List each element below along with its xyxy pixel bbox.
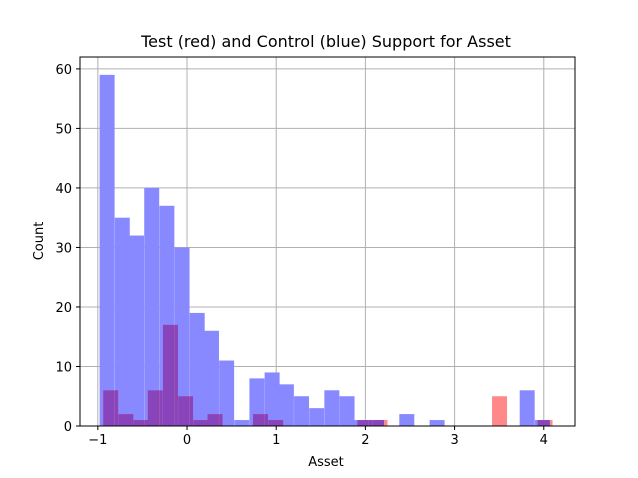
overlap-bar	[207, 414, 219, 426]
histogram-bar	[294, 396, 310, 426]
overlap-bar	[189, 396, 194, 426]
overlap-bar	[144, 420, 149, 426]
y-tick-label: 20	[55, 301, 72, 316]
histogram-bar	[399, 414, 415, 426]
y-tick-label: 60	[55, 63, 72, 78]
histogram-bars	[99, 74, 553, 427]
overlap-bar	[174, 324, 178, 426]
x-tick-label: 4	[540, 433, 548, 448]
overlap-bar	[147, 390, 160, 426]
overlap-bar	[178, 396, 190, 426]
x-tick-label: −1	[88, 433, 107, 448]
overlap-bar	[114, 390, 119, 426]
overlap-bar	[357, 420, 369, 426]
x-tick-label: 0	[183, 433, 191, 448]
histogram-bar	[189, 312, 205, 426]
overlap-bar	[268, 420, 280, 426]
histogram-bar	[429, 420, 445, 426]
histogram-bar	[203, 330, 219, 426]
overlap-bar	[219, 414, 223, 426]
histogram-bar	[309, 408, 325, 426]
histogram-bar	[114, 217, 130, 426]
histogram-bar	[324, 390, 340, 426]
x-axis-ticks: −1 0 1 2 3 4	[88, 426, 548, 448]
control-series	[99, 74, 550, 427]
x-tick-label: 3	[450, 433, 458, 448]
overlap-bar	[193, 420, 205, 426]
plot-frame	[79, 56, 576, 427]
overlap-bar	[203, 420, 209, 426]
overlap-series	[103, 324, 550, 426]
grid-lines	[80, 57, 575, 427]
x-axis-label: Asset	[308, 455, 344, 470]
overlap-bar	[159, 390, 163, 426]
histogram-bar	[264, 372, 280, 426]
y-axis-ticks: 0 10 20 30 40 50 60	[55, 63, 80, 435]
histogram-bar	[144, 187, 160, 426]
histogram-bar	[492, 396, 508, 426]
overlap-bar	[129, 414, 134, 426]
histogram-bar	[339, 396, 355, 426]
histogram-bar	[99, 74, 115, 427]
histogram-bar	[219, 360, 235, 426]
overlap-bar	[133, 420, 145, 426]
chart-title: Test (red) and Control (blue) Support fo…	[140, 32, 511, 51]
y-axis-label: Count	[32, 222, 47, 261]
histogram-bar	[174, 247, 190, 426]
y-tick-label: 10	[55, 360, 72, 375]
overlap-bar	[372, 420, 384, 426]
y-tick-label: 40	[55, 182, 72, 197]
overlap-bar	[162, 324, 175, 426]
overlap-bar	[537, 420, 550, 426]
y-tick-label: 0	[64, 420, 72, 435]
overlap-bar	[278, 420, 284, 426]
x-tick-label: 2	[361, 433, 369, 448]
histogram-bar	[278, 384, 294, 426]
overlap-bar	[264, 414, 269, 426]
overlap-bar	[103, 390, 115, 426]
overlap-bar	[368, 420, 373, 426]
y-tick-label: 50	[55, 122, 72, 137]
overlap-bar	[118, 414, 130, 426]
overlap-bar	[253, 414, 265, 426]
x-tick-label: 1	[272, 433, 280, 448]
histogram-bar	[129, 235, 145, 426]
histogram-bar	[234, 420, 250, 426]
y-tick-label: 30	[55, 241, 72, 256]
histogram-bar	[519, 390, 535, 426]
